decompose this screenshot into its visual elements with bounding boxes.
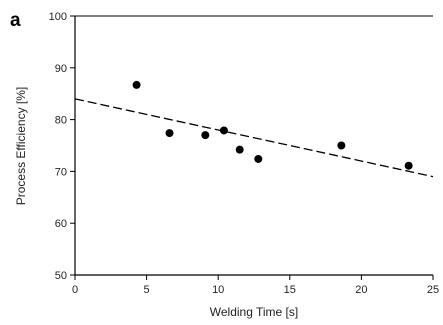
panel-label: a xyxy=(10,10,21,31)
x-axis: 0 5 10 15 20 25 xyxy=(72,275,439,296)
y-tick-label: 50 xyxy=(55,270,67,282)
y-axis: 50 60 70 80 90 100 xyxy=(49,11,75,282)
x-tick-label: 15 xyxy=(284,284,296,296)
data-point xyxy=(219,126,228,135)
x-axis-label: Welding Time [s] xyxy=(210,305,298,319)
y-tick-label: 60 xyxy=(55,218,67,230)
data-point xyxy=(254,154,263,163)
x-tick-label: 10 xyxy=(212,284,224,296)
data-point xyxy=(201,131,210,140)
data-point xyxy=(132,80,141,89)
data-point xyxy=(404,161,413,170)
y-tick-label: 90 xyxy=(55,63,67,75)
x-tick-label: 0 xyxy=(72,284,78,296)
y-axis-label: Process Efficiency [%] xyxy=(14,87,28,206)
y-tick-label: 80 xyxy=(55,115,67,127)
x-tick-label: 20 xyxy=(355,284,367,296)
x-tick-label: 5 xyxy=(144,284,150,296)
y-tick-label: 70 xyxy=(55,166,67,178)
trendline xyxy=(74,98,434,178)
y-tick-label: 100 xyxy=(49,11,67,23)
data-point xyxy=(337,141,346,150)
x-tick-label: 25 xyxy=(427,284,439,296)
plot-area xyxy=(74,15,434,276)
data-point xyxy=(235,145,244,154)
data-point xyxy=(165,129,174,138)
